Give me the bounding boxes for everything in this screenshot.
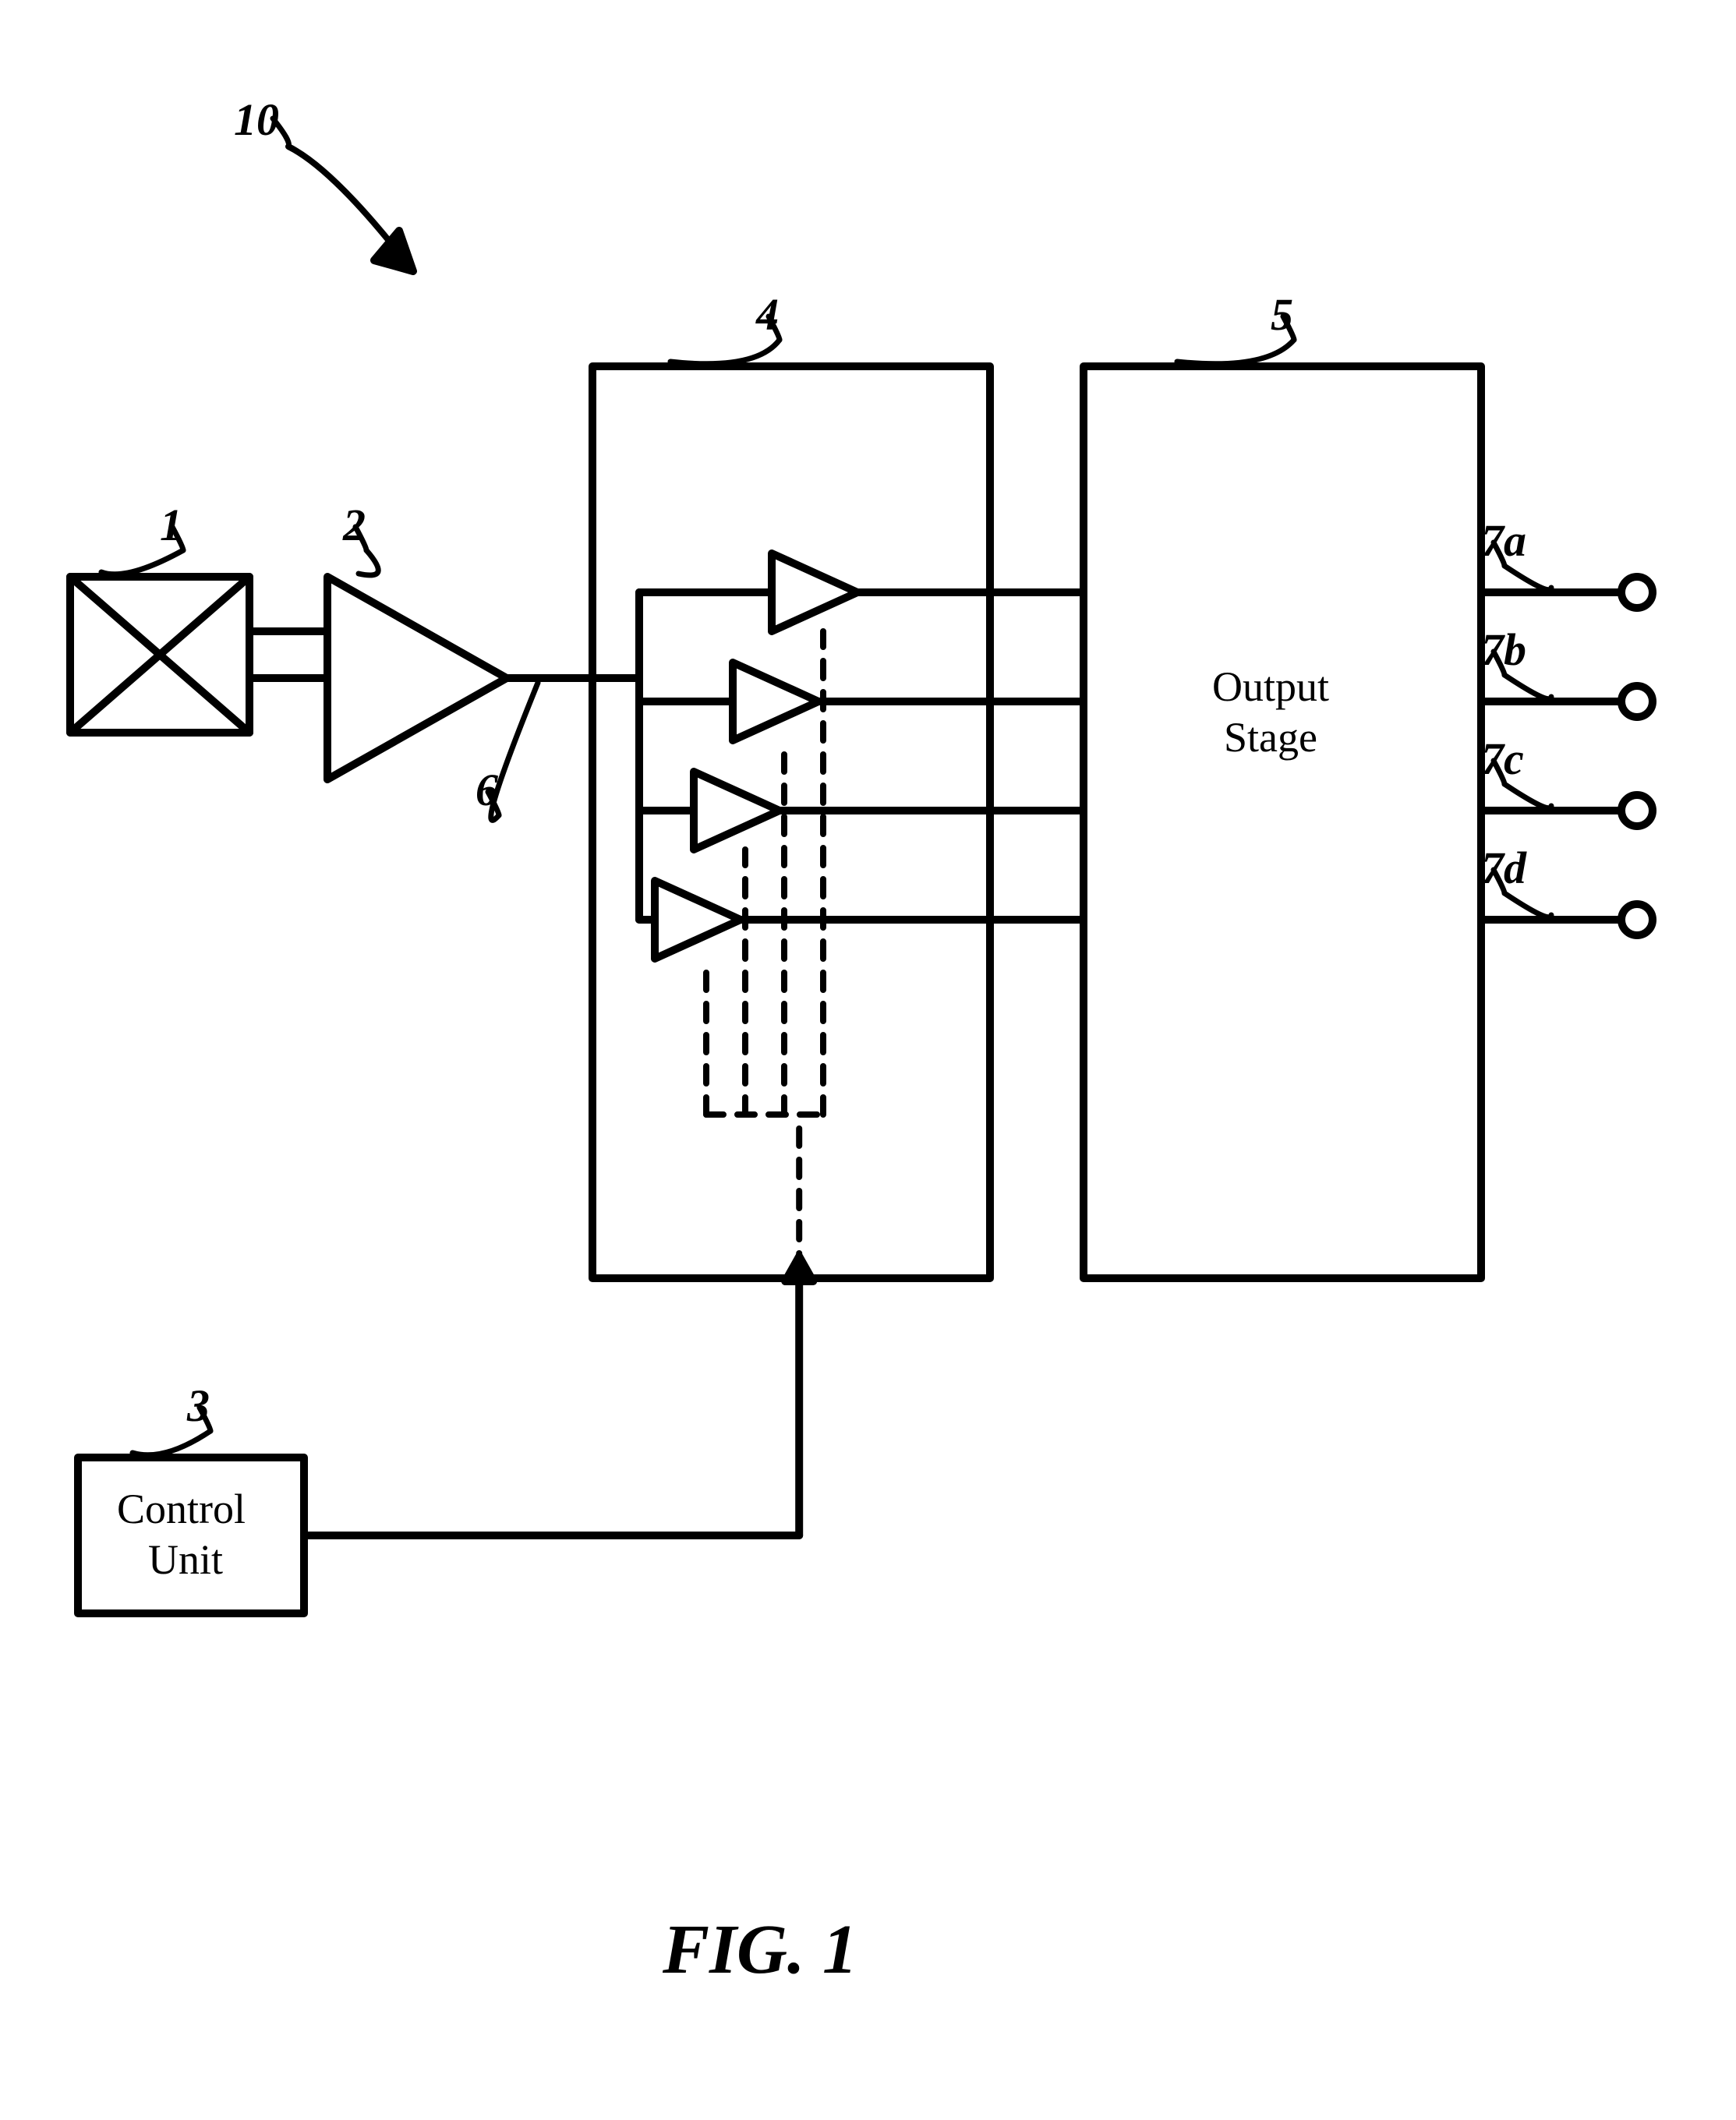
label-o3: 7c [1481, 733, 1524, 785]
output-stage-text-2: Stage [1224, 713, 1317, 761]
diagram-canvas [0, 0, 1736, 2120]
label-buf-stage: 4 [756, 288, 779, 341]
label-ctrl: 3 [187, 1380, 210, 1432]
label-out-stage: 5 [1271, 288, 1293, 341]
label-o2: 7b [1481, 624, 1526, 676]
label-system: 10 [234, 94, 279, 146]
output-stage-text-1: Output [1212, 662, 1329, 711]
label-osc: 1 [160, 499, 182, 551]
label-preamp: 2 [343, 499, 366, 551]
control-text-2: Unit [148, 1535, 223, 1584]
label-pre-out: 6 [476, 764, 498, 816]
figure-caption: FIG. 1 [663, 1910, 857, 1990]
label-o4: 7d [1481, 842, 1526, 894]
label-o1: 7a [1481, 514, 1526, 567]
control-text-1: Control [117, 1485, 246, 1533]
